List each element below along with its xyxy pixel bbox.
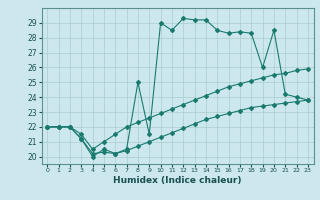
X-axis label: Humidex (Indice chaleur): Humidex (Indice chaleur) <box>113 176 242 185</box>
